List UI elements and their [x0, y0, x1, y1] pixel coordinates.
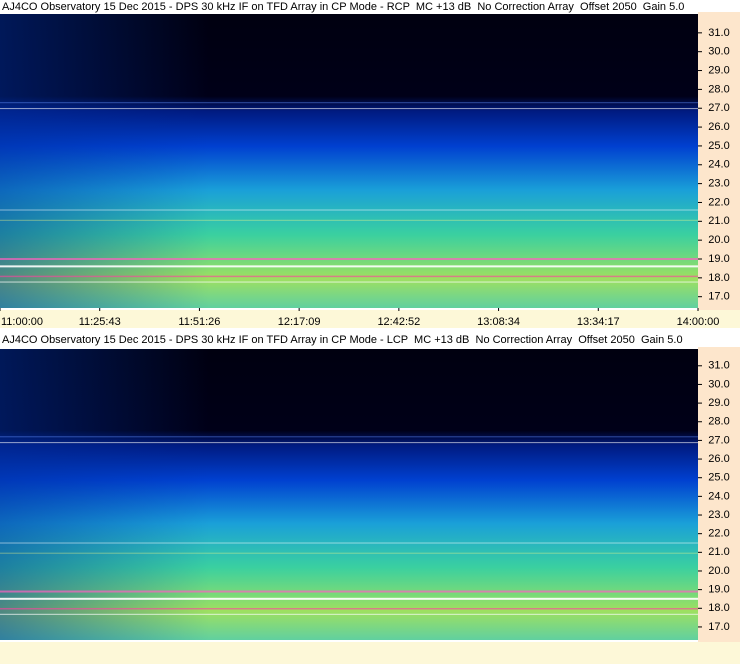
y-axis-panel	[698, 347, 740, 642]
y-tick-label: 21.0	[708, 215, 729, 227]
x-tick-label: 11:51:26	[178, 316, 220, 328]
y-tick-label: 23.0	[708, 178, 729, 190]
rfi-streak	[0, 607, 698, 610]
y-tick-label: 22.0	[708, 528, 729, 540]
y-tick-label: 28.0	[708, 416, 729, 428]
rfi-streak	[0, 281, 698, 283]
y-tick-label: 27.0	[708, 102, 729, 114]
y-tick-label: 28.0	[708, 83, 729, 95]
y-tick-label: 29.0	[708, 397, 729, 409]
y-tick-label: 20.0	[708, 234, 729, 246]
y-tick-label: 24.0	[708, 159, 729, 171]
y-tick-label: 17.0	[708, 621, 729, 633]
rfi-streak	[0, 265, 698, 268]
x-axis-panel	[0, 642, 740, 664]
y-tick-label: 31.0	[708, 27, 729, 39]
x-axis-panel	[0, 310, 740, 328]
y-tick-label: 21.0	[708, 546, 729, 558]
y-tick-label: 25.0	[708, 140, 729, 152]
x-tick-label: 11:25:43	[79, 316, 121, 328]
x-tick-label: 13:08:34	[477, 316, 520, 328]
y-tick-label: 30.0	[708, 46, 729, 58]
chart-title: AJ4CO Observatory 15 Dec 2015 - DPS 30 k…	[2, 1, 684, 13]
rfi-streak	[0, 590, 698, 593]
y-tick-label: 27.0	[708, 434, 729, 446]
rfi-streak	[0, 209, 698, 211]
y-tick-label: 25.0	[708, 472, 729, 484]
y-axis-panel	[698, 12, 740, 310]
y-tick-label: 18.0	[708, 602, 729, 614]
y-tick-label: 30.0	[708, 378, 729, 390]
x-tick-label: 14:00:00	[677, 316, 720, 328]
y-tick-label: 26.0	[708, 121, 729, 133]
y-tick-label: 24.0	[708, 490, 729, 502]
y-tick-label: 20.0	[708, 565, 729, 577]
spectrogram-shade	[0, 14, 698, 308]
x-tick-label: 13:34:17	[577, 316, 620, 328]
rfi-streak	[0, 108, 698, 110]
rfi-streak	[0, 613, 698, 615]
x-tick-label: 11:00:00	[1, 316, 43, 328]
rfi-streak	[0, 542, 698, 544]
y-tick-label: 17.0	[708, 291, 729, 303]
chart-title: AJ4CO Observatory 15 Dec 2015 - DPS 30 k…	[2, 334, 683, 346]
rfi-streak	[0, 258, 698, 261]
y-tick-label: 18.0	[708, 272, 729, 284]
rfi-streak	[0, 275, 698, 278]
x-tick-label: 12:42:52	[377, 316, 420, 328]
spectrogram-shade	[0, 349, 698, 640]
rfi-streak	[0, 219, 698, 221]
rfi-streak	[0, 597, 698, 600]
rfi-streak	[0, 102, 698, 104]
y-tick-label: 19.0	[708, 584, 729, 596]
rfi-streak	[0, 442, 698, 444]
rfi-streak	[0, 436, 698, 438]
y-tick-label: 31.0	[708, 360, 729, 372]
y-tick-label: 22.0	[708, 196, 729, 208]
y-tick-label: 23.0	[708, 509, 729, 521]
y-tick-label: 26.0	[708, 453, 729, 465]
rfi-streak	[0, 552, 698, 554]
x-tick-label: 12:17:09	[278, 316, 321, 328]
y-tick-label: 19.0	[708, 253, 729, 265]
y-tick-label: 29.0	[708, 64, 729, 76]
